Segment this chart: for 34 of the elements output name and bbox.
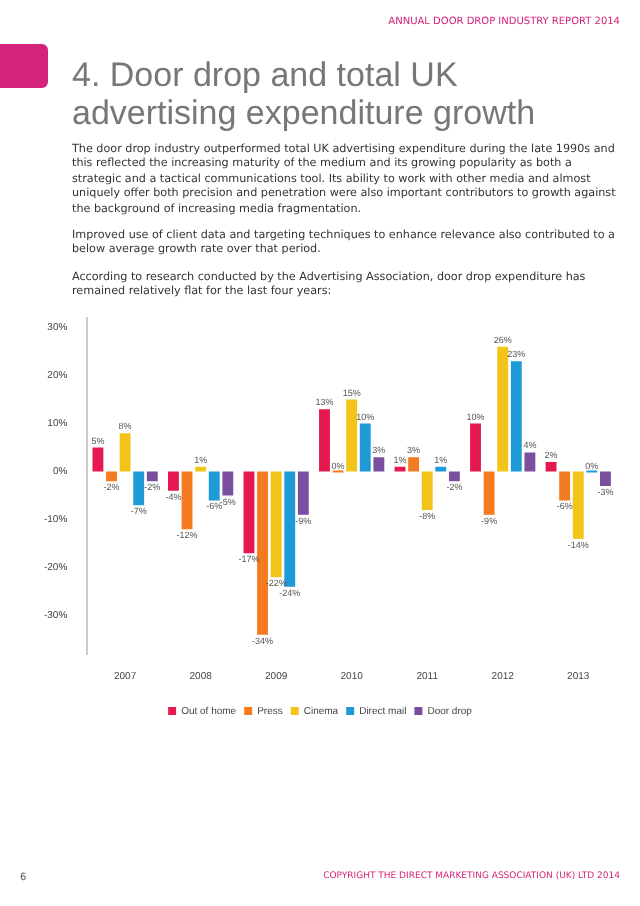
bar — [319, 409, 330, 472]
bar — [435, 466, 447, 472]
bar — [106, 471, 117, 482]
bar — [524, 452, 536, 472]
bar — [346, 399, 358, 472]
bar — [168, 471, 179, 491]
bar — [599, 471, 611, 486]
bar — [559, 471, 571, 501]
bar — [270, 471, 282, 578]
bar — [421, 471, 433, 510]
bar — [483, 471, 495, 515]
bar — [243, 471, 255, 554]
bar — [394, 466, 406, 472]
bar — [284, 471, 296, 587]
bar — [373, 457, 385, 472]
bar — [146, 471, 158, 482]
bar — [470, 423, 481, 472]
bar — [572, 471, 584, 539]
bar — [497, 346, 509, 472]
chart-title: 4. Door drop and total UK advertising expenditure growth — [72, 56, 538, 132]
bar — [119, 433, 131, 472]
bar — [92, 447, 104, 472]
bar — [195, 466, 207, 472]
bar — [181, 471, 193, 530]
bar — [408, 457, 420, 472]
bar — [359, 423, 371, 472]
bar — [257, 471, 268, 635]
bar — [133, 471, 145, 506]
bar — [222, 471, 234, 496]
bar — [297, 471, 309, 515]
bar — [448, 471, 460, 482]
bar — [208, 471, 220, 501]
bar — [510, 361, 522, 472]
bar — [545, 462, 557, 472]
